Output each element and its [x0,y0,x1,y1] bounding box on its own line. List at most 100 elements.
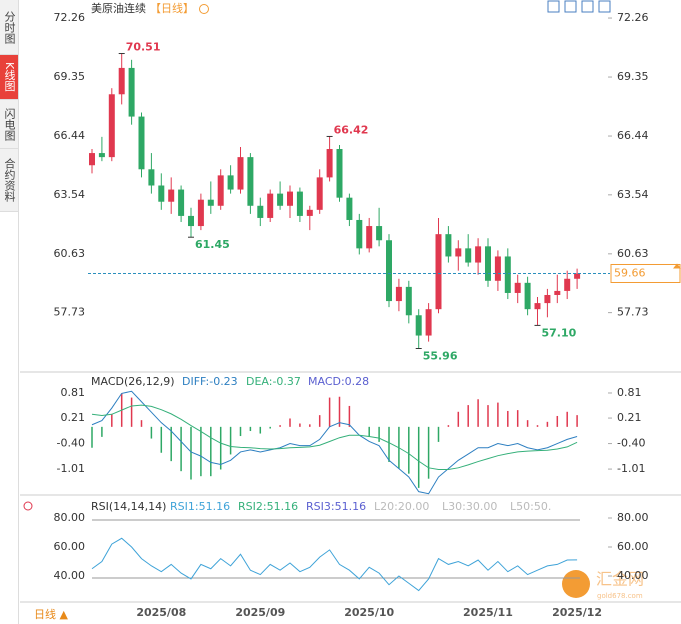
x-tick-label: 2025/10 [344,606,394,619]
series-line [91,537,578,592]
macd-bar [507,410,509,427]
candle-body [376,226,383,241]
tab[interactable]: 分时图 [0,0,18,55]
macd-bar [546,421,549,427]
legend-entry: RSI1:51.16 [170,500,230,513]
macd-bar [318,415,321,427]
candle-body [296,191,303,216]
watermark-brand: 汇金网 [596,570,644,589]
macd-bar [180,426,182,472]
candle-body [197,199,204,227]
y-tick-label: 72.26 [54,11,86,24]
candle-body [277,193,284,206]
last-price-box [610,263,681,283]
candle-body [158,185,165,202]
y-tick-label: 60.00 [617,540,649,553]
macd-bar [328,397,331,427]
tab[interactable]: 闪电图 [0,100,18,149]
icon[interactable] [547,0,560,13]
y-tick-label: -1.01 [57,462,85,475]
candle-body [504,256,511,293]
candle-body [237,157,244,190]
period: 【日线】 [150,1,194,15]
legend-entry: L30:30.00 [442,500,497,513]
annotation: 55.96 [423,350,458,363]
y-tick-label: 0.21 [617,411,642,424]
period-switch[interactable]: 日线 ▲ [34,607,68,621]
macd-bar [427,426,430,479]
macd-bar [417,426,420,488]
legend-entry: MACD:0.28 [308,375,369,388]
candle-body [227,175,234,190]
y-tick-label: 0.81 [617,386,642,399]
macd-bar [111,414,113,427]
candle-body [435,234,442,310]
y-tick-label: 63.54 [54,188,86,201]
legend-entry: DEA:-0.37 [246,375,301,388]
icon[interactable] [598,0,611,13]
macd-bar [526,420,529,427]
toolbar[interactable] [547,0,611,13]
y-tick-label: 40.00 [617,569,649,582]
candle-body [564,278,571,291]
macd-bar [299,423,301,427]
macd-bar [269,426,271,429]
y-tick-label: 66.44 [617,129,649,142]
macd-bar [338,396,341,427]
candle-body [395,286,402,302]
macd-bar [249,426,252,432]
y-tick-label: 57.73 [617,306,649,319]
tab[interactable]: 合约资料 [0,149,18,212]
icon[interactable] [564,0,577,13]
candle-body [247,157,254,206]
candle-body [306,209,313,216]
macd-bar [497,402,499,427]
macd-bar [556,415,559,427]
tab[interactable]: K线图 [0,55,18,100]
macd-bar [219,426,222,470]
macd-bar [229,426,232,455]
macd-bar [536,425,539,427]
macd-bar [130,397,133,427]
macd-bar [239,426,242,437]
last-price-label: 59.66 [614,266,646,279]
candle-body [475,246,482,263]
macd-bar [259,426,262,434]
x-tick-label: 2025/12 [552,606,602,619]
y-tick-label: 80.00 [617,511,649,524]
macd-bar [200,426,202,477]
y-tick-label: 60.63 [54,247,86,260]
macd-bar [289,418,291,427]
settings-icon[interactable] [23,501,33,511]
candle-body [188,215,194,227]
macd-bar [279,425,281,427]
macd-bar [457,411,460,427]
macd-bar [210,426,212,477]
candle-body [257,205,264,218]
candle-body [494,256,501,281]
y-tick-label: -0.40 [617,437,645,450]
annotation: 61.45 [195,238,230,251]
macd-bar [101,426,103,437]
y-tick-label: 60.00 [54,540,86,553]
candle-body [356,219,363,249]
candle-body [534,303,541,310]
candle-body [326,149,333,178]
icon[interactable] [581,0,594,13]
macd-bar [160,426,163,453]
macd-bar [388,426,390,462]
y-tick-label: 0.81 [61,386,86,399]
x-tick-label: 2025/09 [235,606,285,619]
candle-body [148,169,155,186]
candle-body [98,153,105,158]
candle-body [386,240,392,302]
candle-body [455,248,462,257]
annotation: 66.42 [334,123,369,136]
macd-bar [477,399,479,427]
macd-bar [576,415,578,427]
chart-title: 美原油连续 [91,1,146,15]
candle-body [138,116,145,170]
rsi-title: RSI(14,14,14) [91,500,166,513]
y-tick-label: 72.26 [617,11,649,24]
collapse-icon[interactable] [199,4,209,14]
